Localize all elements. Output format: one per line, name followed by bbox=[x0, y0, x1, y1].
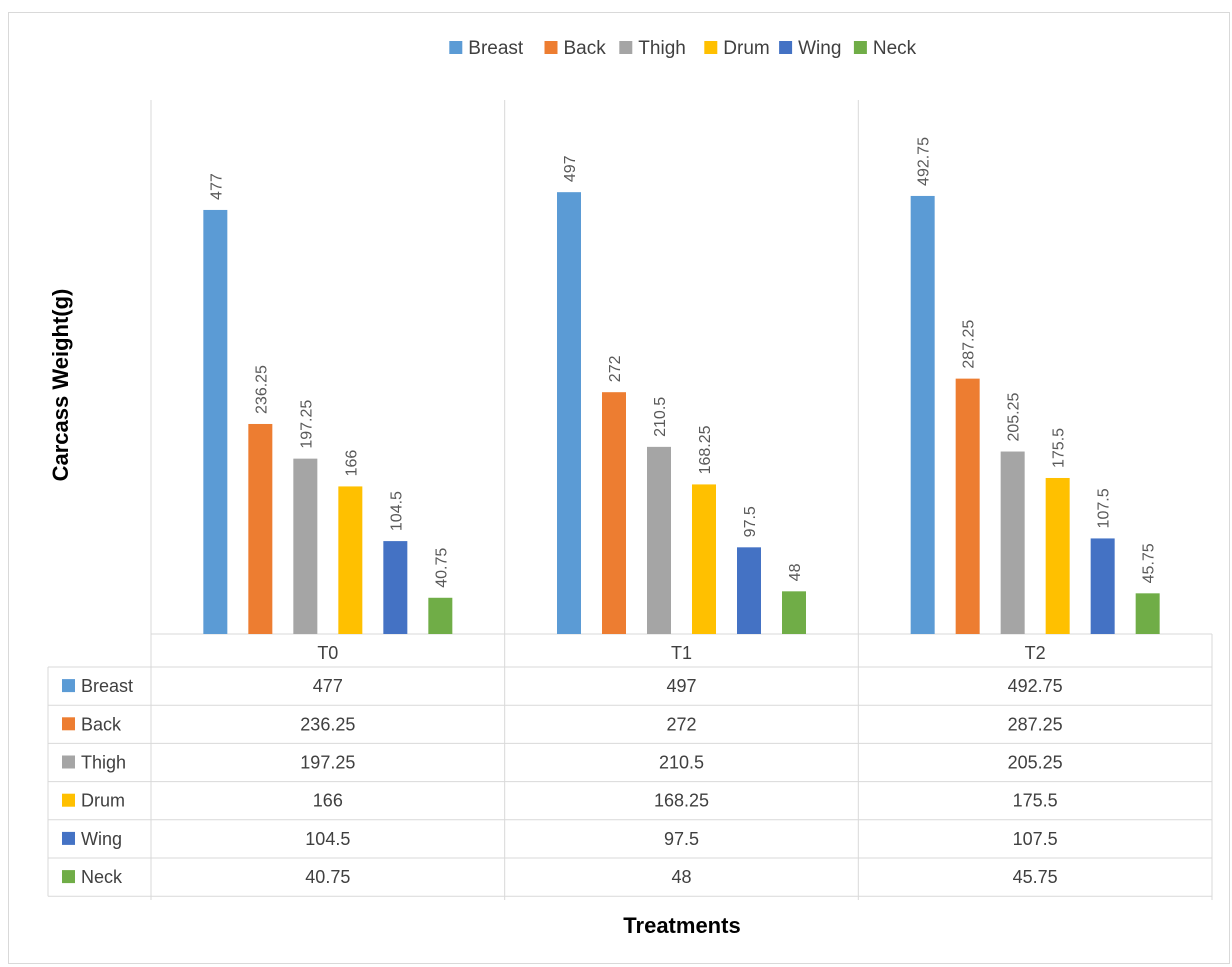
data-label-thigh-t2: 205.25 bbox=[1006, 392, 1023, 441]
legend-swatch-thigh bbox=[619, 41, 633, 54]
legend-label-wing: Wing bbox=[798, 38, 841, 59]
x-axis-title: Treatments bbox=[623, 913, 740, 938]
bar-back-t0 bbox=[248, 423, 273, 634]
data-label-back-t2: 287.25 bbox=[961, 320, 978, 369]
table-cell-breast-t1: 497 bbox=[666, 676, 696, 696]
data-label-drum-t1: 168.25 bbox=[697, 425, 714, 474]
bar-drum-t1 bbox=[692, 484, 716, 634]
category-label-t2: T2 bbox=[1025, 643, 1046, 663]
bar-breast-t2 bbox=[910, 195, 935, 634]
table-cell-wing-t2: 107.5 bbox=[1013, 829, 1058, 849]
bar-drum-t2 bbox=[1045, 477, 1070, 634]
legend-swatch-drum bbox=[704, 41, 718, 54]
bar-neck-t2 bbox=[1135, 593, 1160, 634]
table-cell-thigh-t2: 205.25 bbox=[1008, 753, 1063, 773]
table-key-back bbox=[62, 717, 75, 731]
data-label-neck-t2: 45.75 bbox=[1141, 543, 1158, 583]
table-key-neck bbox=[62, 870, 75, 884]
bar-wing-t1 bbox=[737, 547, 761, 634]
data-label-wing-t1: 97.5 bbox=[742, 506, 759, 537]
data-label-neck-t1: 48 bbox=[787, 563, 804, 581]
bar-back-t1 bbox=[602, 392, 626, 634]
bar-wing-t0 bbox=[383, 541, 408, 634]
table-cell-thigh-t1: 210.5 bbox=[659, 753, 704, 773]
legend-label-back: Back bbox=[564, 38, 607, 59]
bar-breast-t1 bbox=[557, 192, 581, 635]
table-cell-back-t2: 287.25 bbox=[1008, 714, 1063, 734]
data-label-breast-t1: 497 bbox=[562, 155, 579, 182]
legend-swatch-breast bbox=[449, 41, 463, 54]
data-table: T0 T1 T2 Breast 477 497 492.75 Back 236.25 272 287… bbox=[47, 643, 1212, 897]
table-row-label-back: Back bbox=[81, 714, 122, 734]
table-cell-wing-t0: 104.5 bbox=[305, 829, 350, 849]
table-cell-neck-t1: 48 bbox=[671, 867, 691, 887]
table-cell-drum-t1: 168.25 bbox=[654, 791, 709, 811]
bar-breast-t0 bbox=[203, 209, 228, 634]
legend-label-breast: Breast bbox=[468, 38, 524, 59]
table-cell-neck-t0: 40.75 bbox=[305, 867, 350, 887]
legend-swatch-wing bbox=[779, 41, 793, 54]
data-label-drum-t0: 166 bbox=[343, 450, 360, 477]
legend-label-thigh: Thigh bbox=[638, 38, 686, 59]
table-key-thigh bbox=[62, 755, 75, 769]
table-cell-drum-t2: 175.5 bbox=[1013, 791, 1058, 811]
table-row-label-neck: Neck bbox=[81, 867, 123, 887]
data-label-breast-t0: 477 bbox=[208, 173, 225, 200]
bar-neck-t0 bbox=[428, 597, 453, 634]
legend: Breast Back Thigh Drum Wing Neck bbox=[449, 38, 917, 59]
table-cell-neck-t2: 45.75 bbox=[1013, 867, 1058, 887]
table-row-label-drum: Drum bbox=[81, 791, 125, 811]
data-label-thigh-t0: 197.25 bbox=[298, 400, 315, 449]
bars bbox=[203, 192, 1160, 635]
plot-area bbox=[150, 100, 1213, 900]
y-axis-title: Carcass Weight(g) bbox=[48, 289, 73, 482]
data-label-wing-t0: 104.5 bbox=[388, 491, 405, 531]
table-cell-drum-t0: 166 bbox=[313, 791, 343, 811]
table-cell-wing-t1: 97.5 bbox=[664, 829, 699, 849]
data-label-back-t1: 272 bbox=[607, 355, 624, 382]
bar-thigh-t1 bbox=[647, 446, 671, 634]
data-label-thigh-t1: 210.5 bbox=[652, 397, 669, 437]
data-label-neck-t0: 40.75 bbox=[433, 548, 450, 588]
bar-back-t2 bbox=[955, 378, 980, 634]
category-label-t0: T0 bbox=[317, 643, 338, 663]
legend-swatch-neck bbox=[853, 41, 867, 54]
table-cell-breast-t2: 492.75 bbox=[1008, 676, 1063, 696]
table-row-label-wing: Wing bbox=[81, 829, 122, 849]
table-cell-back-t0: 236.25 bbox=[300, 714, 355, 734]
table-row-label-thigh: Thigh bbox=[81, 753, 126, 773]
legend-swatch-back bbox=[544, 41, 558, 54]
table-key-drum bbox=[62, 793, 75, 807]
table-row-label-breast: Breast bbox=[81, 676, 133, 696]
legend-label-drum: Drum bbox=[723, 38, 769, 59]
data-label-back-t0: 236.25 bbox=[253, 365, 270, 414]
table-cell-back-t1: 272 bbox=[666, 714, 696, 734]
legend-label-neck: Neck bbox=[873, 38, 917, 59]
table-key-wing bbox=[62, 831, 75, 845]
bar-drum-t0 bbox=[338, 486, 363, 634]
data-labels: 477 236.25 197.25 166 104.5 40.75 497 272 210.5 1… bbox=[208, 137, 1157, 588]
bar-thigh-t0 bbox=[293, 458, 318, 634]
chart-frame bbox=[8, 12, 1230, 964]
data-label-wing-t2: 107.5 bbox=[1096, 488, 1113, 528]
table-cell-breast-t0: 477 bbox=[313, 676, 343, 696]
data-label-breast-t2: 492.75 bbox=[916, 137, 933, 186]
category-label-t1: T1 bbox=[671, 643, 692, 663]
bar-wing-t2 bbox=[1090, 538, 1115, 634]
bar-thigh-t2 bbox=[1000, 451, 1025, 634]
table-cell-thigh-t0: 197.25 bbox=[300, 753, 355, 773]
table-key-breast bbox=[62, 679, 75, 693]
data-label-drum-t2: 175.5 bbox=[1051, 428, 1068, 468]
bar-neck-t1 bbox=[782, 591, 806, 634]
